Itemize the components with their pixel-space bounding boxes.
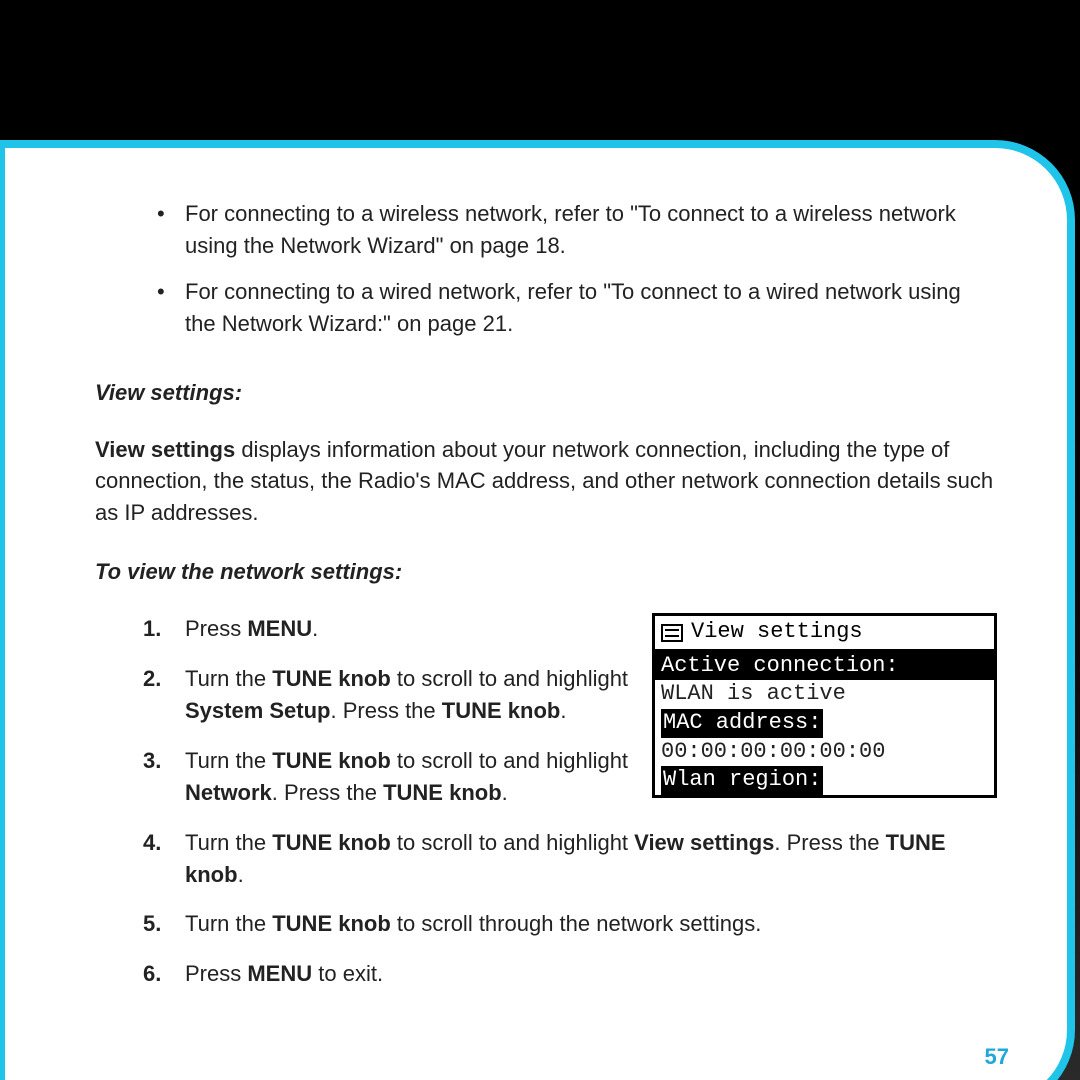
step-bold: TUNE knob	[272, 748, 391, 773]
step-text: .	[238, 862, 244, 887]
lcd-title: View settings	[691, 618, 863, 647]
intro-bullet: For connecting to a wired network, refer…	[95, 276, 997, 340]
step-text: . Press the	[774, 830, 885, 855]
step-bold: View settings	[634, 830, 774, 855]
view-settings-paragraph: View settings displays information about…	[95, 434, 997, 530]
lcd-titlebar: View settings	[655, 616, 994, 652]
intro-bullet: For connecting to a wireless network, re…	[95, 198, 997, 262]
step-text: .	[312, 616, 318, 641]
step-item: Press MENU to exit.	[95, 958, 997, 990]
step-text: Press	[185, 961, 247, 986]
step-bold: MENU	[247, 616, 312, 641]
step-text: .	[560, 698, 566, 723]
step-text: to scroll to and highlight	[391, 748, 628, 773]
step-bold: TUNE knob	[272, 911, 391, 936]
heading-view-settings: View settings:	[95, 380, 997, 406]
step-text: Turn the	[185, 830, 272, 855]
page-number: 57	[985, 1044, 1009, 1070]
step-text: Turn the	[185, 666, 272, 691]
lcd-row: WLAN is active	[655, 680, 994, 709]
lcd-row-inverse: Wlan region:	[661, 766, 823, 795]
lcd-row: 00:00:00:00:00:00	[655, 738, 994, 767]
intro-bullet-list: For connecting to a wireless network, re…	[95, 198, 997, 340]
step-bold: System Setup	[185, 698, 331, 723]
step-text: to scroll to and highlight	[391, 666, 628, 691]
step-bold: TUNE knob	[383, 780, 502, 805]
steps-wrapper: Press MENU. Turn the TUNE knob to scroll…	[95, 613, 997, 990]
step-bold: TUNE knob	[442, 698, 561, 723]
list-icon	[661, 624, 683, 642]
step-bold: MENU	[247, 961, 312, 986]
lcd-row-inverse: MAC address:	[661, 709, 823, 738]
step-text: .	[502, 780, 508, 805]
paragraph-lead-bold: View settings	[95, 437, 235, 462]
lcd-screen: View settings Active connection: WLAN is…	[652, 613, 997, 798]
step-text: . Press the	[331, 698, 442, 723]
step-text: to exit.	[312, 961, 383, 986]
step-text: Turn the	[185, 748, 272, 773]
step-text: to scroll through the network settings.	[391, 911, 762, 936]
step-text: to scroll to and highlight	[391, 830, 634, 855]
lcd-row: Active connection:	[655, 652, 994, 681]
step-bold: TUNE knob	[272, 666, 391, 691]
manual-page: For connecting to a wireless network, re…	[5, 148, 1067, 1080]
lcd-row: Wlan region:	[655, 766, 994, 795]
step-text: Press	[185, 616, 247, 641]
step-text: . Press the	[272, 780, 383, 805]
step-text: Turn the	[185, 911, 272, 936]
step-bold: TUNE knob	[272, 830, 391, 855]
step-bold: Network	[185, 780, 272, 805]
step-item: Turn the TUNE knob to scroll through the…	[95, 908, 997, 940]
lcd-row: MAC address:	[655, 709, 994, 738]
heading-to-view: To view the network settings:	[95, 559, 997, 585]
step-item: Turn the TUNE knob to scroll to and high…	[95, 827, 997, 891]
